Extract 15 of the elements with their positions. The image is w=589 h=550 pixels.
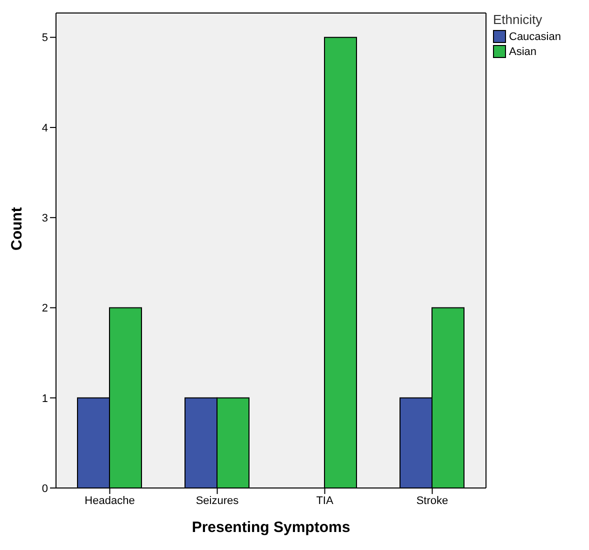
- x-tick-label: Headache: [84, 494, 135, 507]
- legend-label: Caucasian: [508, 30, 562, 44]
- x-tick-label: TIA: [316, 494, 334, 507]
- x-tick-label: Seizures: [196, 494, 240, 507]
- y-tick-label: 4: [42, 122, 48, 134]
- y-tick-label: 2: [42, 302, 48, 315]
- y-axis-title: Count: [8, 207, 26, 250]
- x-tick-label: Stroke: [416, 494, 448, 507]
- x-axis-title: Presenting Symptoms: [192, 519, 350, 536]
- legend-title: Ethnicity: [493, 12, 544, 27]
- legend-label: Asian: [508, 44, 538, 59]
- y-tick-label: 3: [42, 212, 48, 225]
- y-tick-label: 5: [42, 32, 48, 44]
- y-tick-label: 1: [42, 392, 48, 405]
- y-tick-label: 0: [42, 482, 48, 495]
